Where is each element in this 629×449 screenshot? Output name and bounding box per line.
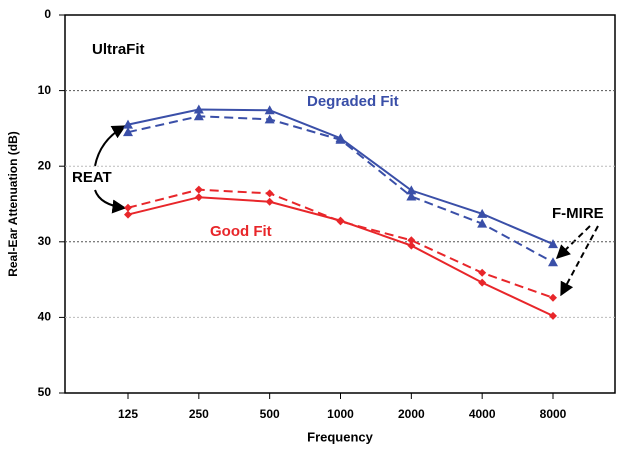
marker [264, 114, 275, 124]
marker [407, 241, 416, 250]
y-tick-label: 20 [38, 158, 52, 172]
y-tick-label: 0 [44, 7, 51, 21]
marker [549, 293, 557, 302]
marker [478, 278, 487, 287]
marker [407, 236, 416, 245]
marker [336, 217, 345, 226]
marker [264, 105, 275, 115]
marker [549, 311, 557, 320]
marker [124, 210, 132, 219]
marker [123, 127, 133, 137]
marker [478, 268, 487, 277]
annotation: UltraFit [92, 41, 145, 58]
x-axis-label: Frequency [307, 429, 374, 444]
x-tick-label: 4000 [469, 407, 496, 421]
marker [193, 104, 204, 114]
arrow [94, 189, 127, 214]
marker [194, 193, 203, 202]
annotation: Degraded Fit [307, 93, 399, 110]
marker [477, 208, 488, 218]
marker [548, 257, 558, 267]
y-tick-label: 10 [38, 83, 52, 97]
marker [265, 197, 274, 206]
marker [194, 185, 203, 194]
marker [123, 119, 133, 129]
marker [124, 203, 132, 212]
marker [193, 111, 204, 121]
x-tick-label: 8000 [540, 407, 567, 421]
marker [406, 185, 417, 195]
annotation: F-MIRE [552, 205, 604, 222]
x-tick-label: 500 [260, 407, 280, 421]
y-tick-label: 40 [38, 310, 52, 324]
arrow [94, 125, 127, 167]
marker [477, 218, 488, 228]
x-tick-label: 250 [189, 407, 209, 421]
marker [548, 239, 558, 249]
series-line [127, 196, 554, 317]
x-tick-label: 1000 [327, 407, 354, 421]
marker [265, 189, 274, 198]
arrow [560, 225, 599, 297]
annotation: Good Fit [210, 223, 272, 240]
x-tick-label: 125 [118, 407, 138, 421]
y-tick-label: 50 [38, 385, 52, 399]
marker [335, 134, 346, 144]
annotation: REAT [72, 169, 112, 186]
x-tick-label: 2000 [398, 407, 425, 421]
marker [406, 191, 417, 201]
y-axis-label: Real-Ear Attenuation (dB) [6, 131, 20, 277]
series-line [127, 188, 554, 299]
y-tick-label: 30 [38, 234, 52, 248]
plot-frame [64, 14, 616, 394]
